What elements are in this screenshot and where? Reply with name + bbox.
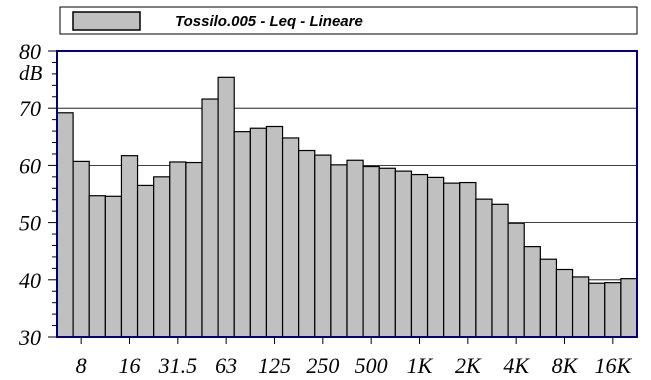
bar-100 — [249, 127, 268, 338]
bar-16K — [604, 282, 622, 338]
bar-63 — [217, 76, 235, 338]
bar-25 — [153, 176, 171, 338]
bar-3.15K — [491, 203, 509, 338]
bar-80 — [233, 131, 251, 338]
bar-31.5 — [169, 161, 187, 338]
y-tick-label: 40 — [19, 268, 41, 293]
bar-50 — [201, 98, 219, 338]
y-tick-label: 70 — [19, 96, 41, 121]
x-tick-label: 1K — [407, 353, 434, 378]
x-tick-label: 8K — [552, 353, 579, 378]
x-tick-label: 16K — [594, 353, 632, 378]
bar-6.3K — [539, 258, 558, 338]
bar-125 — [265, 125, 284, 338]
x-tick-label: 4K — [503, 353, 530, 378]
bar-400 — [346, 159, 364, 338]
bar-630 — [378, 167, 396, 338]
bar-16 — [120, 155, 139, 338]
x-tick-label: 16 — [119, 353, 141, 378]
bar-2K — [459, 181, 477, 338]
y-tick-label: 50 — [19, 211, 41, 236]
x-tick-label: 8 — [76, 353, 87, 378]
x-ticks: 8 16 31.5 63 125 250 500 1K 2K 4K 8K 16K — [76, 337, 632, 378]
y-tick-label: 80 — [19, 39, 41, 64]
x-tick-label: 2K — [455, 353, 482, 378]
legend-box — [59, 6, 638, 35]
bar-20K — [620, 278, 638, 338]
legend-label: Tossilo.005 - Leq - Lineare — [175, 13, 363, 30]
bar-1.6K — [443, 182, 461, 338]
plot-frame — [56, 50, 638, 338]
x-tick-label: 250 — [306, 353, 339, 378]
y-tick-label: 30 — [18, 325, 41, 350]
bar-5K — [523, 246, 541, 338]
bar-6.3 — [56, 112, 74, 338]
bar-8K — [555, 268, 574, 338]
bar-500 — [362, 165, 380, 338]
bar-10 — [88, 195, 106, 338]
bar-800 — [394, 170, 413, 338]
bar-10K — [571, 276, 590, 338]
bar-8 — [72, 160, 90, 338]
bar-200 — [298, 149, 316, 338]
bar-1.25K — [426, 176, 445, 338]
x-tick-label: 125 — [258, 353, 291, 378]
bar-40 — [185, 161, 203, 338]
bar-315 — [330, 164, 348, 338]
bar-2.5K — [475, 198, 493, 338]
bar-12.5 — [104, 195, 123, 338]
y-axis-label: dB — [19, 61, 43, 85]
plot-frame-border — [56, 50, 638, 338]
y-ticks: 30 40 50 60 70 80 — [18, 39, 57, 350]
bar-1K — [410, 173, 429, 338]
legend-swatch — [72, 11, 141, 31]
x-tick-label: 31.5 — [158, 353, 198, 378]
y-tick-label: 60 — [19, 153, 41, 178]
bar-20 — [136, 184, 155, 338]
x-tick-label: 500 — [355, 353, 388, 378]
x-tick-label: 63 — [215, 353, 237, 378]
bar-4K — [507, 222, 525, 338]
bar-12.5K — [588, 282, 606, 338]
bars — [56, 76, 638, 338]
bar-160 — [281, 137, 300, 338]
bar-250 — [314, 154, 332, 338]
